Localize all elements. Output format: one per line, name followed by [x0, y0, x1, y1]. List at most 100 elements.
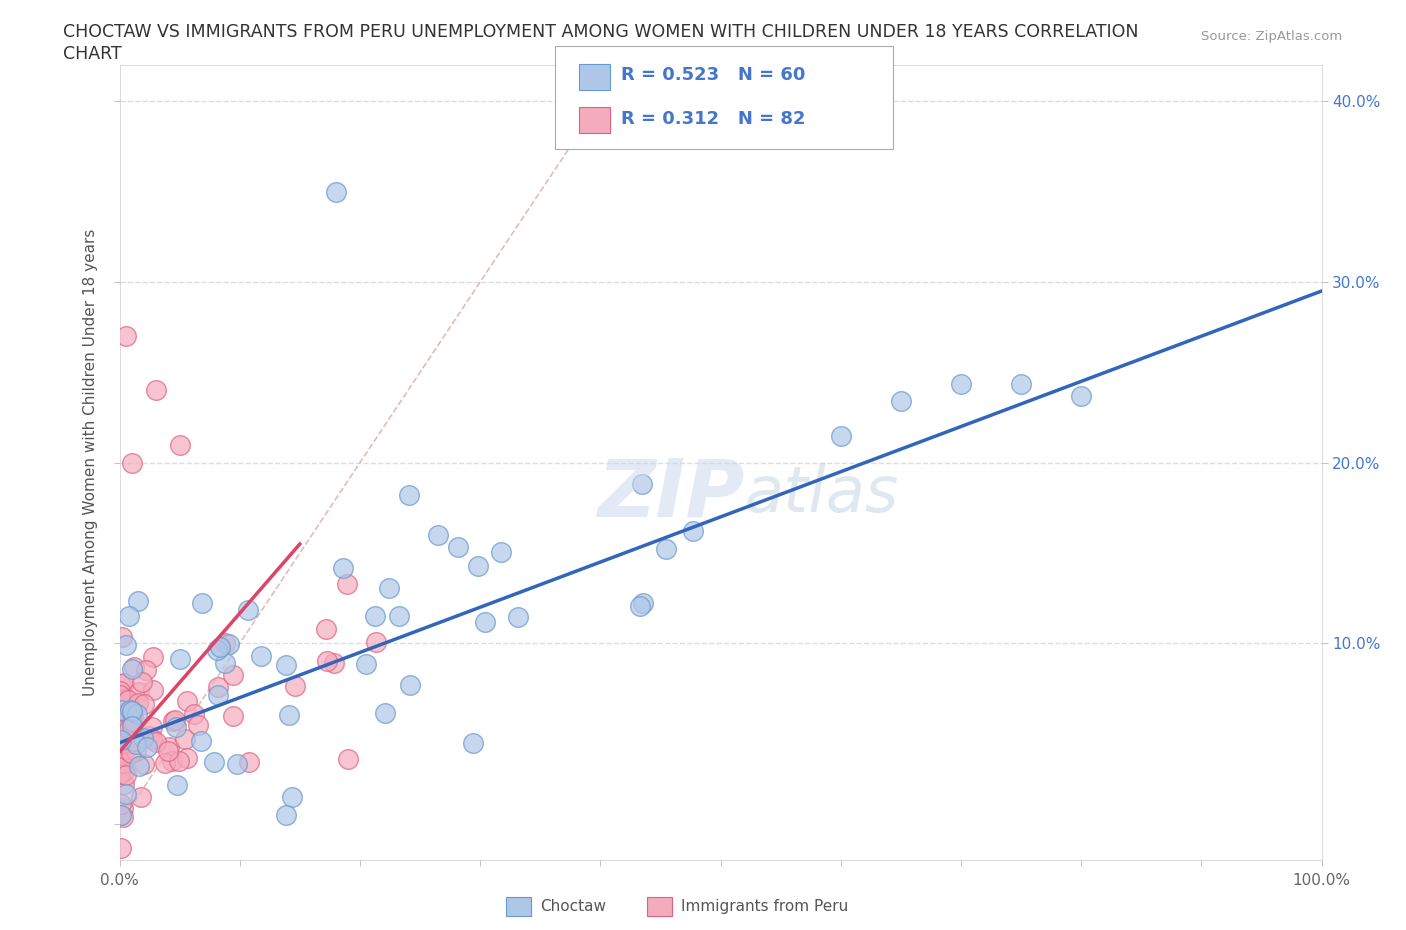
Point	[176, 751, 198, 765]
Point	[112, 709, 135, 724]
Point	[630, 477, 652, 492]
Point	[114, 722, 136, 737]
Point	[121, 719, 143, 734]
Point	[214, 655, 236, 670]
Point	[110, 724, 132, 738]
Point	[111, 800, 134, 815]
Point	[183, 707, 205, 722]
Point	[207, 687, 229, 702]
Point	[132, 697, 155, 711]
Point	[115, 637, 138, 652]
Point	[284, 678, 307, 693]
Point	[114, 691, 136, 706]
Point	[190, 595, 212, 610]
Point	[274, 658, 297, 672]
Text: atlas: atlas	[745, 463, 898, 525]
Point	[169, 652, 191, 667]
Point	[1070, 389, 1092, 404]
Point	[125, 737, 148, 751]
Point	[378, 580, 401, 595]
Point	[655, 541, 678, 556]
Point	[138, 729, 160, 744]
Point	[110, 807, 132, 822]
Point	[250, 648, 273, 663]
Point	[115, 736, 138, 751]
Point	[214, 635, 236, 650]
Point	[278, 708, 301, 723]
Point	[830, 429, 852, 444]
Point	[114, 703, 136, 718]
Point	[398, 487, 420, 502]
Point	[108, 688, 131, 703]
Point	[165, 720, 187, 735]
Point	[118, 722, 141, 737]
Point	[447, 539, 470, 554]
Point	[110, 762, 132, 777]
Point	[110, 721, 132, 736]
Point	[141, 720, 163, 735]
Text: R = 0.523   N = 60: R = 0.523 N = 60	[621, 66, 806, 85]
Point	[202, 755, 225, 770]
Point	[124, 734, 146, 749]
Point	[388, 608, 411, 623]
Point	[157, 739, 180, 754]
Point	[145, 735, 167, 750]
Point	[135, 663, 157, 678]
Text: CHART: CHART	[63, 45, 122, 62]
Point	[110, 677, 132, 692]
Point	[127, 593, 149, 608]
Point	[399, 678, 422, 693]
Point	[491, 545, 513, 560]
Point	[118, 703, 141, 718]
Point	[108, 714, 131, 729]
Point	[337, 752, 360, 767]
Point	[131, 675, 153, 690]
Point	[209, 640, 232, 655]
Point	[125, 744, 148, 759]
Point	[128, 684, 150, 699]
Point	[426, 527, 449, 542]
Point	[474, 615, 496, 630]
Point	[114, 737, 136, 752]
Point	[108, 684, 131, 698]
Text: CHOCTAW VS IMMIGRANTS FROM PERU UNEMPLOYMENT AMONG WOMEN WITH CHILDREN UNDER 18 : CHOCTAW VS IMMIGRANTS FROM PERU UNEMPLOY…	[63, 23, 1139, 41]
Text: Immigrants from Peru: Immigrants from Peru	[681, 899, 848, 914]
Point	[125, 706, 148, 721]
Point	[122, 659, 145, 674]
Point	[108, 766, 131, 781]
Point	[315, 654, 337, 669]
Point	[322, 656, 344, 671]
Point	[190, 734, 212, 749]
Point	[112, 755, 135, 770]
Point	[156, 744, 179, 759]
Point	[160, 753, 183, 768]
Point	[145, 383, 167, 398]
Text: ZIP: ZIP	[598, 456, 745, 534]
Point	[110, 724, 132, 739]
Point	[162, 713, 184, 728]
Point	[129, 790, 152, 804]
Point	[110, 757, 132, 772]
Point	[114, 741, 136, 756]
Point	[132, 756, 155, 771]
Point	[108, 748, 131, 763]
Point	[136, 739, 159, 754]
Point	[187, 718, 209, 733]
Point	[114, 328, 136, 343]
Point	[281, 790, 304, 804]
Point	[112, 764, 135, 778]
Point	[222, 668, 245, 683]
Point	[218, 636, 240, 651]
Point	[374, 705, 396, 720]
Point	[1010, 376, 1032, 391]
Point	[354, 657, 377, 671]
Point	[166, 777, 188, 792]
Point	[176, 694, 198, 709]
Point	[226, 757, 249, 772]
Point	[174, 732, 197, 747]
Point	[118, 608, 141, 623]
Point	[631, 595, 654, 610]
Point	[110, 703, 132, 718]
Point	[122, 712, 145, 727]
Point	[467, 559, 489, 574]
